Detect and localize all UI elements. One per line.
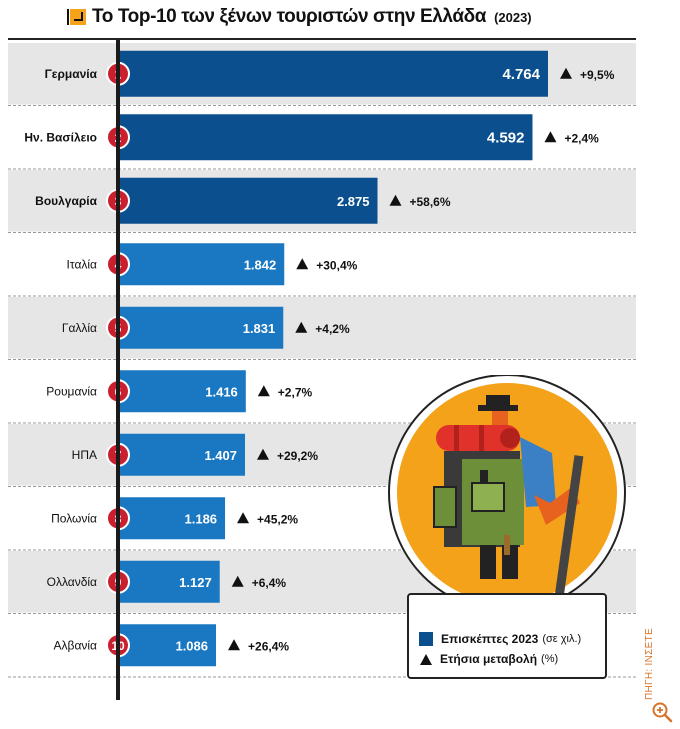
change-label: +9,5%: [580, 68, 615, 82]
change-label: +45,2%: [257, 512, 298, 526]
bar: [118, 370, 246, 413]
bar: [118, 497, 226, 540]
category-label: ΗΠΑ: [72, 448, 97, 462]
chart-title-group: Το Top-10 των ξένων τουριστών στην Ελλάδ…: [67, 4, 532, 30]
bar-value-label: 4.764: [502, 66, 540, 83]
change-label: +2,7%: [278, 385, 313, 399]
change-label: +4,2%: [315, 322, 350, 336]
bar-value-label: 1.842: [244, 257, 277, 272]
bar: [118, 306, 284, 349]
category-label: Γερμανία: [45, 67, 98, 81]
legend-item-visitors: Επισκέπτες 2023 (σε χιλ.): [419, 629, 605, 649]
bar-value-label: 1.127: [179, 575, 212, 590]
bar-value-label: 1.831: [243, 321, 276, 336]
triangle-up-icon: [237, 512, 250, 524]
bar: [118, 560, 220, 603]
triangle-up-icon: [228, 639, 241, 651]
bar: [118, 177, 378, 224]
bar-value-label: 2.875: [337, 194, 370, 209]
bar: [118, 243, 285, 286]
category-label: Αλβανία: [54, 638, 98, 652]
triangle-up-icon: [257, 385, 270, 397]
chart-title-year: (2023): [494, 9, 532, 25]
bar-value-label: 4.592: [487, 129, 525, 146]
category-label: Ιταλία: [67, 257, 98, 271]
arrow-icon: [67, 9, 86, 25]
bar-value-label: 1.407: [204, 448, 237, 463]
legend-change-label: Ετήσια μεταβολή: [440, 652, 538, 666]
chart-title: Το Top-10 των ξένων τουριστών στην Ελλάδ…: [92, 6, 487, 27]
bar-value-label: 1.416: [205, 384, 238, 399]
bar: [118, 114, 533, 161]
legend-visitors-label: Επισκέπτες 2023: [441, 632, 539, 646]
legend-item-change: Ετήσια μεταβολή (%): [419, 649, 605, 669]
category-label: Ρουμανία: [46, 384, 97, 398]
category-label: Γαλλία: [62, 321, 97, 335]
change-label: +2,4%: [564, 131, 599, 145]
change-label: +29,2%: [277, 449, 318, 463]
category-label: Ολλανδία: [47, 575, 97, 589]
triangle-up-icon: [389, 194, 402, 206]
bar: [118, 50, 548, 97]
axis-line: [116, 40, 120, 700]
bar-value-label: 1.186: [185, 511, 218, 526]
bar-value-label: 1.086: [175, 638, 208, 653]
legend-visitors-unit: (σε χιλ.): [542, 633, 582, 645]
triangle-up-icon: [296, 258, 309, 270]
legend: Επισκέπτες 2023 (σε χιλ.) Ετήσια μεταβολ…: [407, 593, 607, 679]
triangle-up-icon: [295, 321, 308, 333]
change-label: +6,4%: [252, 576, 287, 590]
legend-change-unit: (%): [541, 653, 559, 665]
legend-swatch-bar: [419, 632, 433, 646]
category-label: Πολωνία: [51, 511, 97, 525]
triangle-up-icon: [256, 448, 269, 460]
triangle-up-icon: [544, 131, 557, 143]
change-label: +58,6%: [409, 195, 450, 209]
bar: [118, 433, 245, 476]
category-label: Βουλγαρία: [35, 194, 97, 208]
triangle-up-icon: [420, 653, 432, 665]
triangle-up-icon: [560, 67, 572, 79]
category-label: Ην. Βασίλειο: [24, 130, 97, 144]
source-credit: ΠΗΓΗ: ΙΝΣΕΤΕ: [644, 628, 655, 700]
change-label: +26,4%: [248, 639, 289, 653]
zoom-in-icon[interactable]: [651, 701, 673, 723]
backpacker-illustration-icon: [388, 375, 626, 612]
change-label: +30,4%: [316, 258, 357, 272]
bar: [118, 624, 217, 667]
title-divider: [8, 38, 636, 40]
triangle-up-icon: [231, 575, 244, 587]
